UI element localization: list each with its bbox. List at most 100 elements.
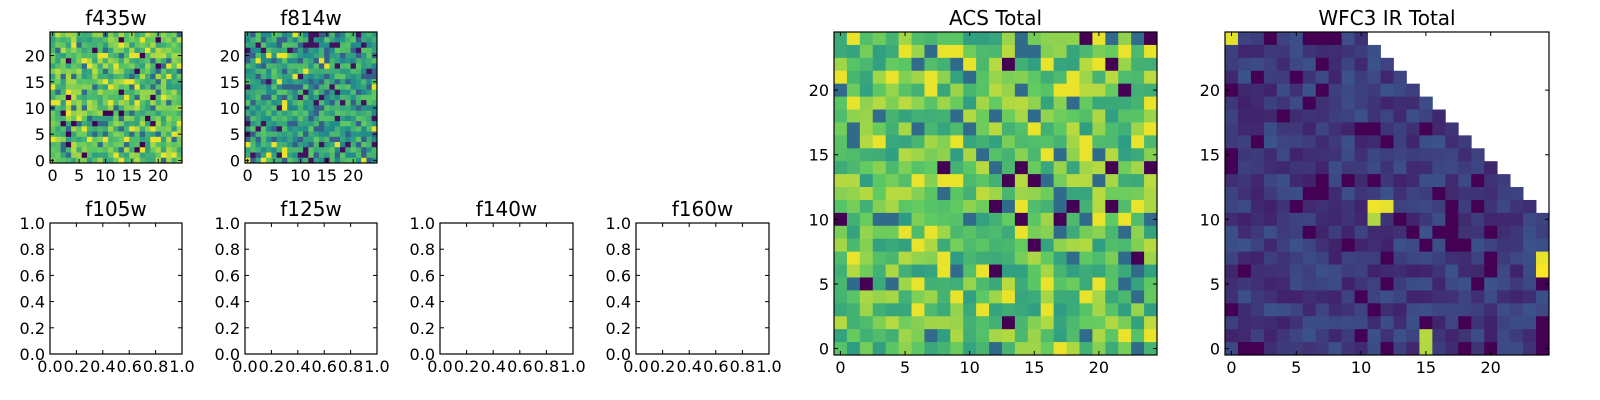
heatmap-cell [281,105,288,111]
heatmap-cell [834,96,848,110]
heatmap-cell [287,68,293,75]
heatmap-cell [1263,251,1278,265]
heatmap-cell [318,63,325,70]
heatmap-cell [318,42,325,49]
heatmap-cell [340,126,346,132]
heatmap-cell [313,47,320,54]
heatmap-cell [86,115,93,122]
heatmap-cell [1225,187,1239,201]
heatmap-cell [1367,148,1381,162]
heatmap-cell [97,89,104,96]
heatmap-cell [1406,303,1420,317]
heatmap-cell [123,152,130,159]
heatmap-cell [1066,303,1080,317]
heatmap-cell [1315,122,1330,136]
heatmap-cell [898,316,912,330]
heatmap-cell [340,110,346,117]
heatmap-cell [872,238,887,253]
heatmap-cell [859,32,874,46]
heatmap-cell [1105,174,1119,188]
heatmap-cell [1040,57,1055,72]
heatmap-cell [1523,290,1537,304]
heatmap-cell [281,115,288,122]
heatmap-cell [145,131,151,138]
heatmap-cell [160,73,167,80]
heatmap-cell [355,105,362,111]
heatmap-cell [911,225,925,240]
heatmap-cell [924,148,938,162]
heatmap-cell [989,83,1003,97]
heatmap-cell [166,58,172,64]
heatmap-cell [834,161,848,175]
heatmap-cell [1001,329,1016,343]
heatmap-cell [834,32,848,46]
heatmap-cell [1393,135,1407,149]
y-tick-label: 0.6 [20,266,45,285]
heatmap-cell [123,100,130,106]
heatmap-cell [1315,238,1330,253]
heatmap-cell [145,142,151,148]
heatmap-cell [118,37,125,43]
heatmap-cell [308,131,315,138]
heatmap-cell [1079,32,1093,46]
heatmap-cell [55,89,61,96]
heatmap-cell [102,152,109,159]
heatmap-cell [260,32,267,38]
heatmap-cell [318,58,325,64]
heatmap-cell [86,32,93,38]
heatmap-cell [1001,277,1016,291]
heatmap-cell [276,136,283,143]
heatmap-cell [102,73,109,80]
heatmap-cell [150,42,156,49]
heatmap-cell [1237,303,1252,317]
heatmap-cell [1484,303,1498,317]
heatmap-cell [1341,329,1355,343]
heatmap-cell [108,79,114,85]
heatmap-cell [885,212,899,227]
heatmap-cell [260,152,267,159]
heatmap-cell [313,121,320,127]
heatmap-cell [1367,316,1381,330]
heatmap-cell [1380,303,1394,317]
heatmap-cell [81,79,88,85]
heatmap-cell [145,126,151,132]
heatmap-cell [1484,342,1498,356]
heatmap-cell [260,63,267,70]
heatmap-cell [1484,161,1498,175]
heatmap-cell [113,52,120,59]
heatmap-cell [134,142,141,148]
heatmap-cell [86,52,93,59]
heatmap-cell [937,135,951,149]
heatmap-cell [1341,277,1355,291]
heatmap-cell [71,89,77,96]
heatmap-cell [1341,135,1355,149]
heatmap-cell [366,37,373,43]
heatmap-cell [1302,212,1317,227]
heatmap-cell [355,126,362,132]
heatmap-cell [1289,57,1304,72]
heatmap-cell [1237,212,1252,227]
heatmap-cell [859,57,874,72]
heatmap-cell [271,105,278,111]
heatmap-cell [245,142,251,148]
heatmap-cell [276,47,283,54]
heatmap-cell [81,89,88,96]
heatmap-cell [97,68,104,75]
heatmap-cell [976,303,990,317]
heatmap-cell [92,121,98,127]
heatmap-cell [1263,135,1278,149]
heatmap-cell [1380,122,1394,136]
heatmap-cell [145,115,151,122]
heatmap-cells [245,32,378,164]
heatmap-cell [1523,225,1537,240]
heatmap-cell [1040,290,1055,304]
heatmap-cell [108,32,114,38]
heatmap-cell [176,32,183,38]
heatmap-cell [1225,96,1239,110]
heatmap-cell [155,152,162,159]
heatmap-cell [355,147,362,153]
heatmap-cell [1092,135,1106,149]
y-tick-label: 10 [809,210,829,229]
heatmap-cell [97,42,104,49]
heatmap-cell [859,96,874,110]
